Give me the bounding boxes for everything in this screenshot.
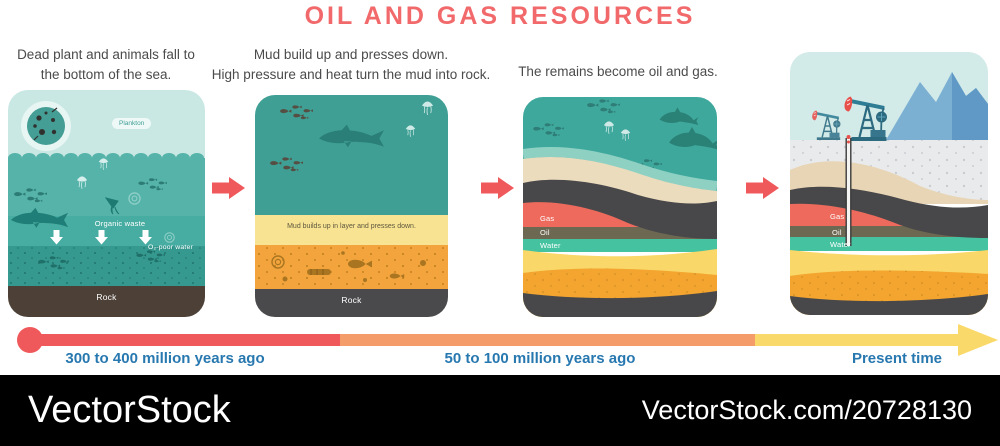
water-label: Water — [830, 240, 851, 249]
fossil-icons — [271, 251, 426, 282]
arrow-right-icon — [746, 177, 779, 199]
panel2-caption: Mud build up and presses down. High pres… — [211, 47, 491, 82]
panel1-caption: Dead plant and animals fall to the botto… — [17, 47, 195, 82]
rock-label: Rock — [341, 295, 362, 305]
panel1-scene — [8, 90, 205, 317]
panel3-scene — [523, 97, 717, 317]
plankton-circle-icon — [21, 101, 71, 151]
panel-4-present-extraction: Gas Oil Water — [790, 52, 988, 315]
timeline-label-300-400: 300 to 400 million years ago — [65, 350, 265, 367]
organic-waste-label: Organic waste — [94, 219, 146, 228]
arrow-right-icon — [481, 177, 514, 199]
timeline-arrow — [17, 324, 998, 356]
arrow-right-icon — [212, 177, 245, 199]
gas-label: Gas — [540, 214, 555, 223]
panel4-scene — [790, 52, 988, 315]
mud-layer-label: Mud builds up in layer and presses down. — [287, 223, 416, 230]
gas-label: Gas — [830, 212, 845, 221]
timeline-label-50-100: 50 to 100 million years ago — [444, 350, 636, 367]
panel2-scene — [255, 95, 448, 317]
panel-1-sea-floor: Plankton Organic waste O₂-poor water Roc… — [8, 90, 205, 317]
plankton-label: Plankton — [112, 118, 152, 129]
water-label: Water — [540, 241, 561, 250]
well-pipe-icon — [845, 135, 852, 246]
panel-3-oil-and-gas-form: Gas Oil Water — [523, 97, 717, 317]
watermark-bar: VectorStock VectorStock.com/20728130 — [0, 375, 1000, 446]
oil-label: Oil — [540, 228, 550, 237]
squid-icon — [104, 197, 120, 215]
panel-2-mud-buildup: Mud builds up in layer and presses down.… — [255, 95, 448, 317]
o2-poor-water-label: O₂-poor water — [148, 244, 193, 251]
timeline-label-present: Present time — [851, 350, 943, 367]
vectorstock-logo: VectorStock — [28, 389, 231, 431]
panel3-caption: The remains become oil and gas. — [518, 64, 718, 79]
rock-label: Rock — [96, 292, 117, 302]
page-title: OIL AND GAS RESOURCES — [304, 2, 696, 30]
mountain-icon — [886, 72, 988, 140]
watermark-url: VectorStock.com/20728130 — [641, 395, 972, 425]
oil-label: Oil — [832, 228, 842, 237]
